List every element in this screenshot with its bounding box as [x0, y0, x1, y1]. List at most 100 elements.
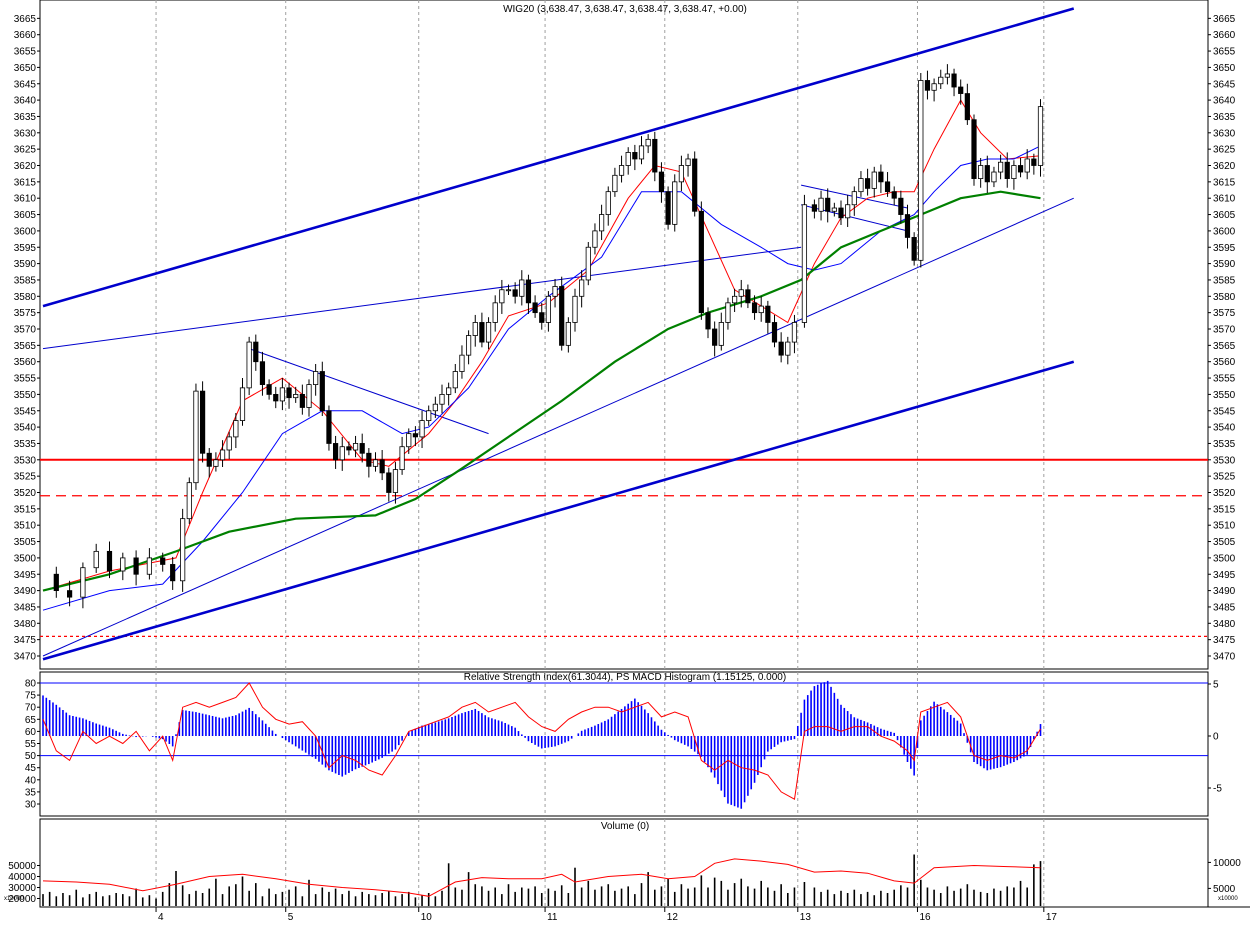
price-y-tick-label-right: 3530 — [1213, 455, 1236, 466]
candle-body — [612, 174, 618, 193]
candle-body — [579, 279, 585, 297]
candle-body — [585, 246, 591, 281]
price-y-tick-label-right: 3650 — [1213, 63, 1236, 74]
candle-body — [1037, 106, 1044, 166]
candle-body — [818, 197, 824, 212]
candle-body — [545, 295, 552, 323]
price-y-tick-label-left: 3490 — [14, 586, 37, 597]
rsi-y-tick-label: 65 — [25, 715, 37, 726]
rsi-y-tick-label: 30 — [25, 800, 37, 811]
price-y-tick-label-left: 3550 — [14, 390, 37, 401]
price-y-tick-label-left: 3620 — [14, 161, 37, 172]
price-y-tick-label-right: 3525 — [1213, 472, 1236, 483]
candle-body — [685, 158, 691, 166]
candle-body — [891, 191, 897, 199]
trend-line — [42, 7, 1075, 308]
candle-body — [459, 354, 465, 372]
candle-body — [572, 295, 578, 323]
price-y-tick-label-left: 3540 — [14, 423, 37, 434]
candle-body — [1011, 165, 1017, 179]
candle-body — [479, 322, 485, 343]
volume-average-line — [42, 858, 1041, 897]
candle-body — [951, 73, 957, 88]
candle-body — [532, 302, 538, 314]
macd-y-tick-label: 0 — [1213, 732, 1219, 743]
candle-body — [266, 384, 272, 395]
price-y-tick-label-left: 3635 — [14, 112, 37, 123]
candle-body — [213, 459, 219, 467]
candle-body — [785, 341, 791, 356]
price-y-tick-label-left: 3660 — [14, 30, 37, 41]
volume-panel-title: Volume (0) — [601, 821, 649, 832]
candle-body — [299, 393, 305, 408]
price-y-tick-label-left: 3640 — [14, 96, 37, 107]
candle-body — [984, 165, 990, 183]
candle-body — [1024, 158, 1030, 173]
candle-body — [858, 178, 864, 193]
candle-body — [618, 165, 625, 176]
candle-body — [219, 449, 226, 461]
candle-body — [865, 178, 871, 189]
price-y-tick-label-right: 3540 — [1213, 423, 1236, 434]
candle-body — [332, 443, 339, 461]
x-tick-label: 10 — [421, 912, 433, 922]
candle-body — [306, 384, 312, 408]
candle-body — [998, 161, 1004, 173]
rsi-y-tick-label: 50 — [25, 751, 37, 762]
rsi-y-tick-label: 60 — [25, 727, 37, 738]
candle-body — [399, 446, 405, 471]
candle-body — [831, 207, 837, 212]
candle-body — [825, 197, 831, 212]
candle-body — [406, 433, 412, 448]
candle-body — [778, 341, 784, 356]
candle-body — [1031, 158, 1037, 166]
candle-body — [625, 152, 631, 166]
price-y-tick-label-right: 3635 — [1213, 112, 1236, 123]
volume-multiplier-label-left: x10000 — [4, 896, 24, 902]
volume-y-tick-label-left: 30000 — [8, 883, 36, 894]
x-tick-label: 11 — [547, 912, 558, 922]
price-y-tick-label-left: 3645 — [14, 79, 37, 90]
price-y-tick-label-left: 3520 — [14, 488, 37, 499]
candle-body — [439, 393, 445, 405]
candle-body — [871, 171, 877, 189]
candle-body — [539, 312, 545, 323]
candle-body — [233, 420, 239, 438]
candle-body — [199, 390, 206, 454]
volume-y-tick-label-left: 20000 — [8, 894, 36, 905]
moving-average-line — [42, 145, 1041, 611]
rsi-y-tick-label: 75 — [25, 691, 37, 702]
price-y-tick-label-right: 3545 — [1213, 406, 1236, 417]
candle-body — [472, 322, 478, 336]
candle-body — [326, 410, 332, 444]
volume-multiplier-label-right: x10000 — [1218, 896, 1238, 902]
candle-body — [552, 286, 558, 297]
candle-body — [978, 165, 984, 179]
price-y-tick-label-left: 3535 — [14, 439, 37, 450]
trend-line — [42, 360, 1075, 661]
price-y-tick-label-right: 3560 — [1213, 357, 1236, 368]
candle-body — [465, 335, 472, 356]
candle-body — [53, 573, 59, 592]
price-y-tick-label-right: 3660 — [1213, 30, 1236, 41]
candle-body — [678, 165, 685, 183]
candle-body — [93, 550, 99, 569]
price-y-tick-label-right: 3495 — [1213, 570, 1236, 581]
candle-body — [1017, 165, 1024, 173]
x-tick-label: 12 — [667, 912, 679, 922]
x-tick-label: 16 — [919, 912, 931, 922]
price-y-tick-label-left: 3570 — [14, 325, 37, 336]
price-y-tick-label-right: 3565 — [1213, 341, 1236, 352]
candle-body — [106, 550, 113, 572]
price-y-tick-label-right: 3620 — [1213, 161, 1236, 172]
price-y-tick-label-left: 3515 — [14, 504, 37, 515]
candle-body — [918, 80, 924, 261]
candle-body — [492, 302, 498, 323]
price-y-tick-label-right: 3600 — [1213, 226, 1236, 237]
candle-body — [645, 138, 651, 147]
price-y-tick-label-right: 3520 — [1213, 488, 1236, 499]
volume-y-tick-label-left: 50000 — [8, 861, 36, 872]
price-y-tick-label-right: 3570 — [1213, 325, 1236, 336]
rsi-y-tick-label: 70 — [25, 703, 37, 714]
price-y-tick-label-left: 3565 — [14, 341, 37, 352]
